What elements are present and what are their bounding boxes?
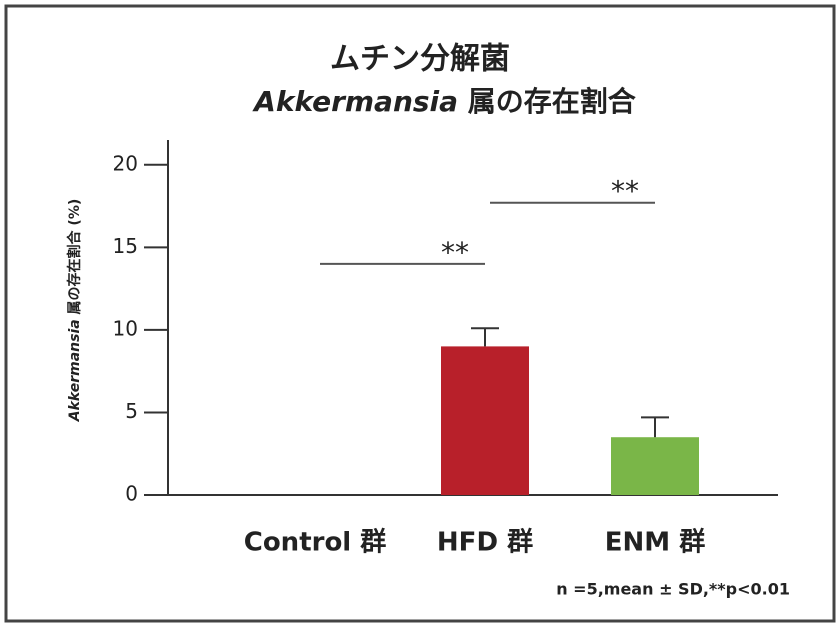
chart-subtitle: Akkermansia 属の存在割合 (252, 85, 637, 118)
y-tick-label: 10 (113, 316, 138, 340)
x-tick-label: ENM 群 (605, 528, 705, 558)
bar (611, 437, 699, 495)
y-label-italic: Akkermansia (67, 319, 83, 422)
subtitle-italic: Akkermansia (252, 85, 458, 118)
subtitle-text: 属の存在割合 (468, 85, 637, 118)
y-tick-label: 20 (113, 151, 138, 175)
frame (4, 4, 836, 623)
significance-label: ** (611, 175, 639, 208)
y-label-text: 属の存在割合 (%) (66, 199, 83, 315)
chart-title: ムチン分解菌 (330, 42, 510, 77)
note: n =5,mean ± SD,**p<0.01 (556, 580, 790, 599)
y-tick-label: 5 (125, 399, 138, 423)
significance-label: ** (441, 236, 469, 269)
y-tick-label: 0 (125, 482, 138, 506)
x-tick-label: Control 群 (244, 528, 387, 558)
bar (441, 346, 529, 495)
y-axis-label: Akkermansia 属の存在割合 (%) (66, 199, 83, 423)
y-tick-label: 15 (113, 234, 138, 258)
x-tick-label: HFD 群 (437, 528, 533, 558)
